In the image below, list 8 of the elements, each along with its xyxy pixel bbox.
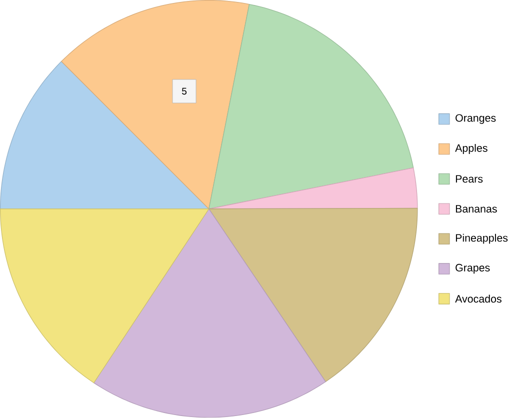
- legend-label: Pineapples: [456, 234, 508, 244]
- legend-label: Apples: [455, 144, 488, 154]
- text: 5: [182, 88, 187, 95]
- legend-label: Oranges: [456, 114, 496, 124]
- legend-label: Grapes: [456, 264, 490, 274]
- legend-label: Pears: [456, 175, 483, 183]
- legend-label: Avocados: [455, 294, 502, 303]
- legend-label: Bananas: [456, 205, 497, 213]
